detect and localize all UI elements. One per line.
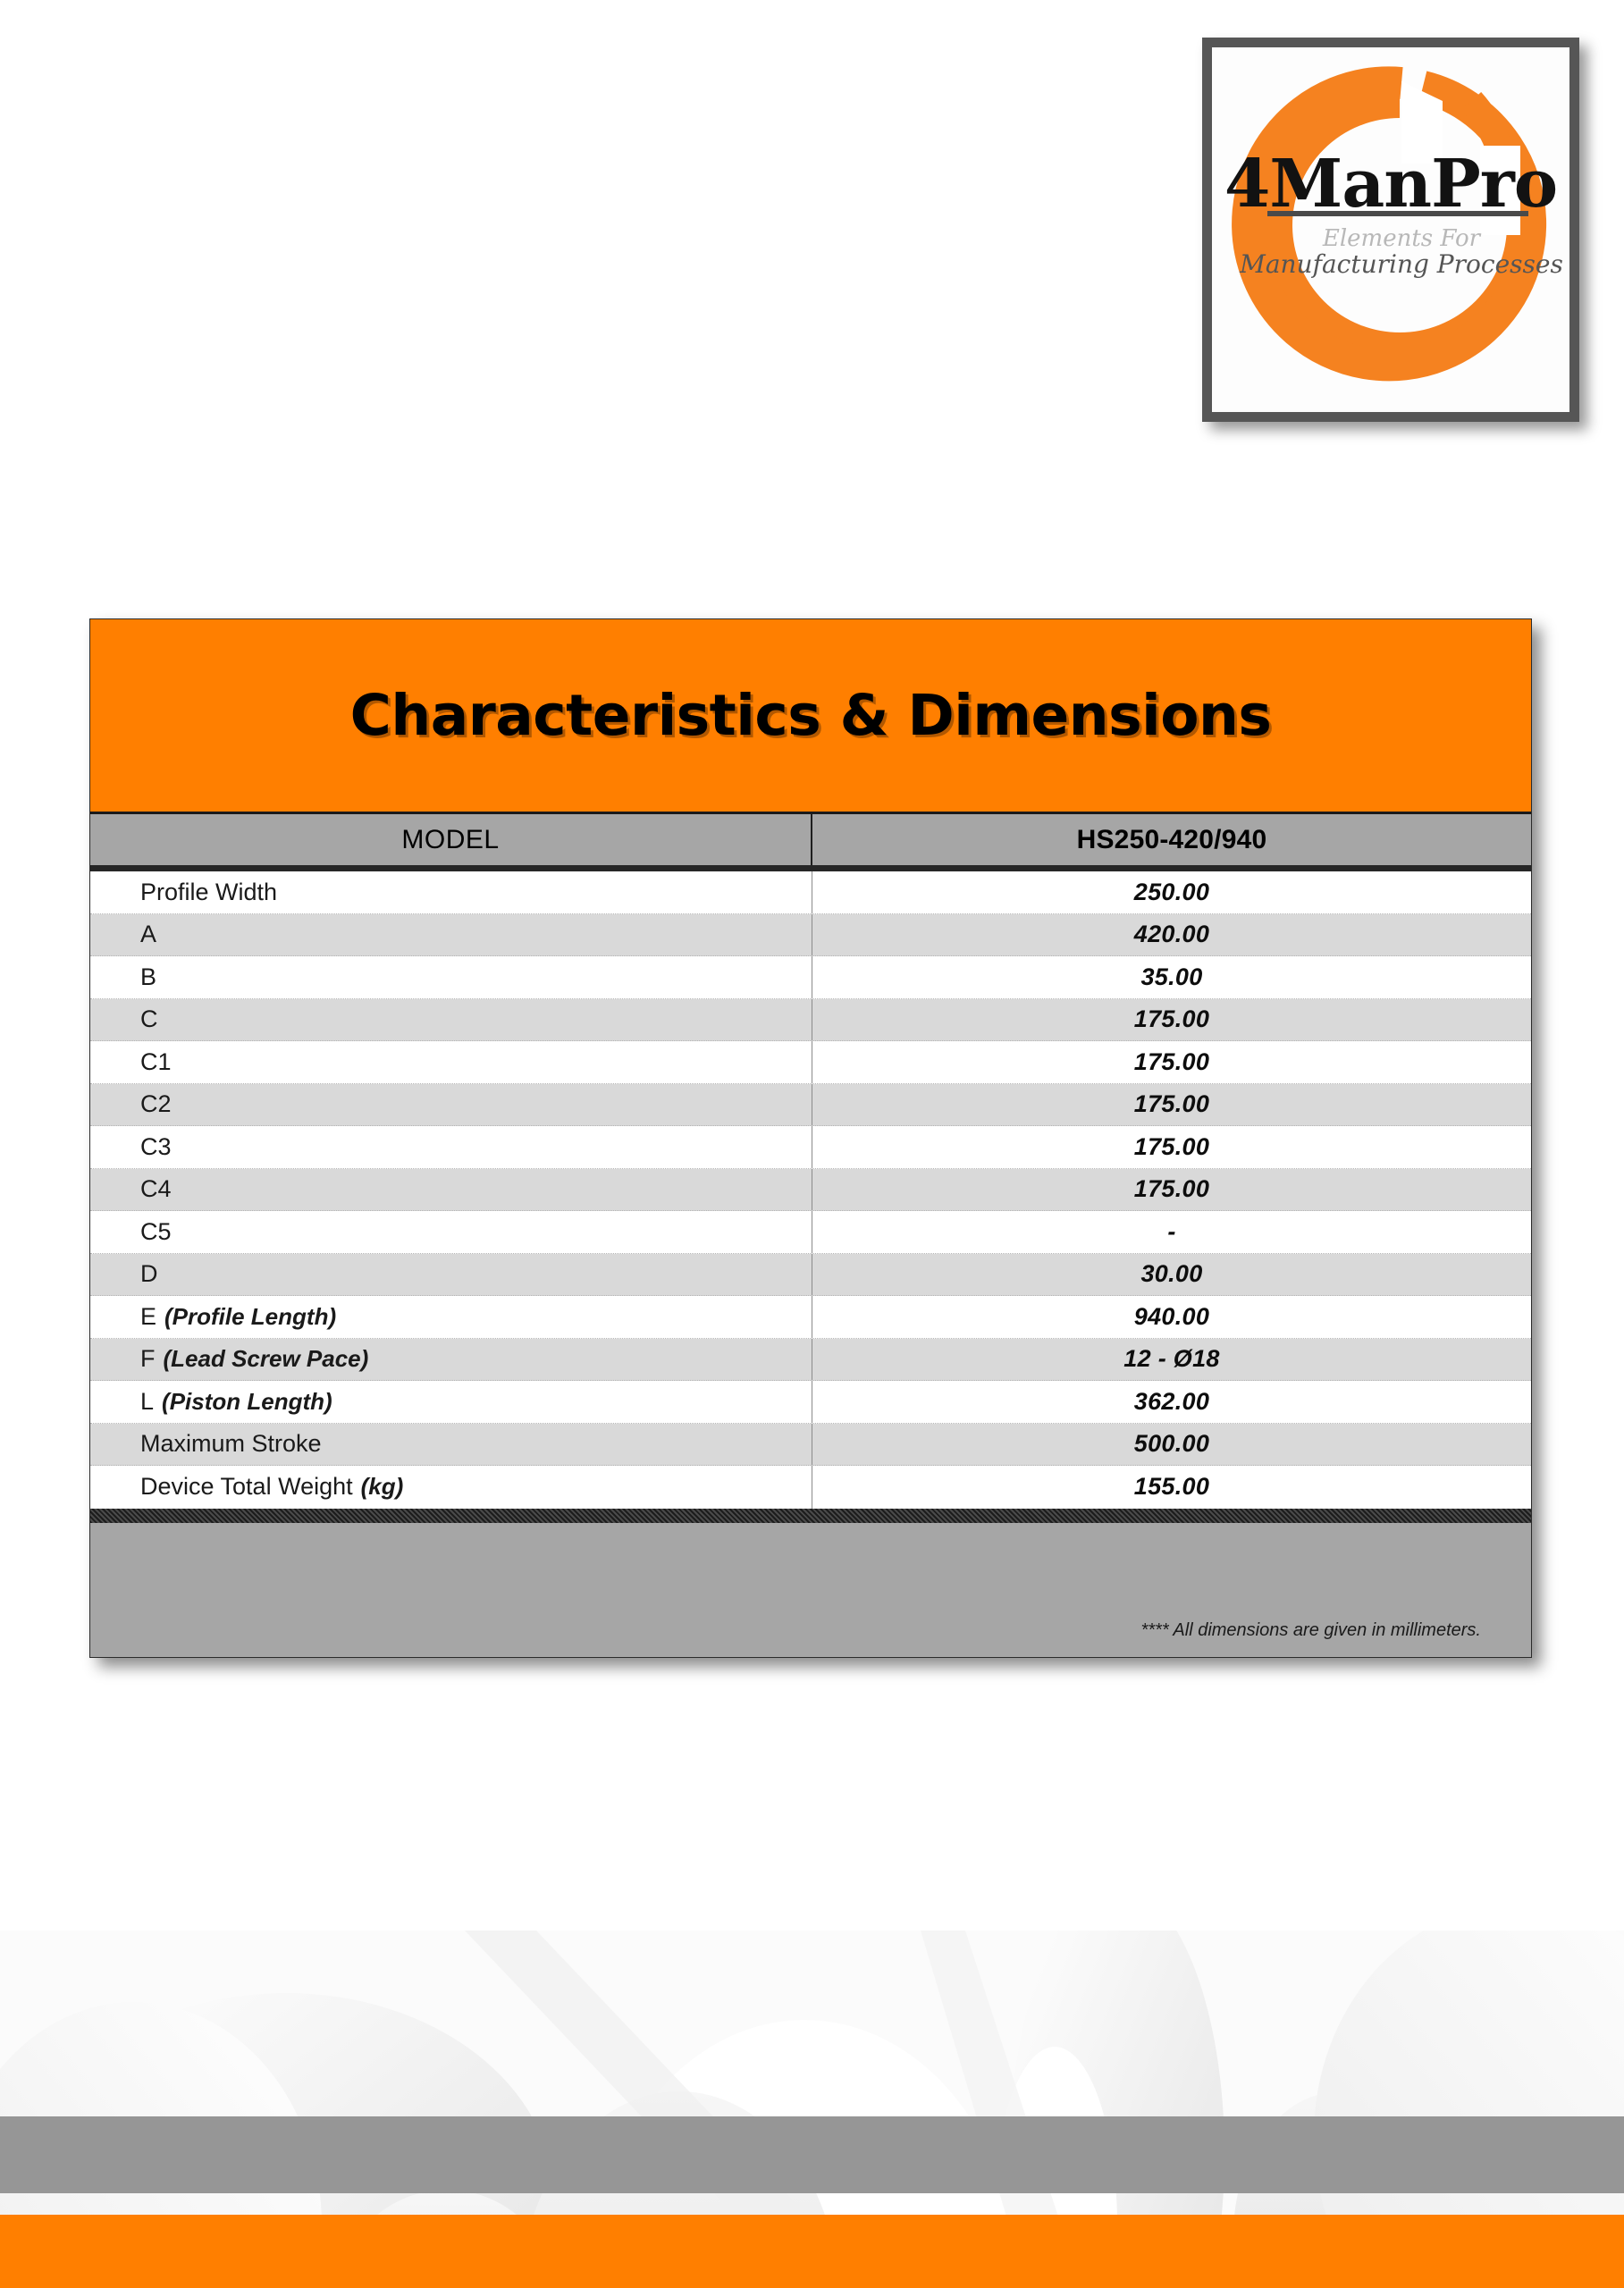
row-label: A	[140, 921, 157, 948]
table-row: Maximum Stroke 500.00	[90, 1423, 1531, 1466]
table-row: Profile Width 250.00	[90, 871, 1531, 914]
row-label: C	[140, 1005, 158, 1033]
row-label-cell: C5	[90, 1211, 812, 1253]
row-label-note: (Piston Length)	[162, 1387, 332, 1415]
row-value-cell: 362.00	[1133, 1387, 1210, 1415]
table-row: C 175.00	[90, 998, 1531, 1041]
row-value-cell: 940.00	[1133, 1302, 1210, 1330]
row-label-cell: Profile Width	[90, 871, 812, 913]
table-row: B 35.00	[90, 956, 1531, 999]
table-body: Profile Width 250.00 A 420.00 B 35.00 C 175.00 C…	[90, 871, 1531, 1509]
row-label-cell: E (Profile Length)	[90, 1296, 812, 1338]
table-row: C3 175.00	[90, 1126, 1531, 1169]
row-label: L	[140, 1387, 155, 1415]
row-label-cell: C1	[90, 1041, 812, 1083]
row-label-cell: F (Lead Screw Pace)	[90, 1338, 812, 1380]
page-title: Characteristics & Dimensions	[349, 683, 1272, 748]
svg-text:Elements For: Elements For	[1322, 225, 1482, 252]
bottom-gray-band	[0, 2116, 1624, 2193]
row-label: B	[140, 963, 157, 990]
card-title-band: Characteristics & Dimensions	[90, 619, 1531, 814]
row-label: C5	[140, 1217, 172, 1245]
table-row: Device Total Weight (kg) 155.00	[90, 1466, 1531, 1509]
row-value-cell: 500.00	[1133, 1430, 1210, 1458]
row-label: C4	[140, 1175, 172, 1203]
column-header-model-value: HS250-420/940	[1076, 824, 1267, 854]
card-footer: **** All dimensions are given in millime…	[90, 1522, 1531, 1657]
row-value-cell: 175.00	[1133, 1132, 1210, 1160]
row-label: E	[140, 1302, 157, 1330]
row-label: D	[140, 1260, 158, 1288]
svg-text:Manufacturing Processes: Manufacturing Processes	[1239, 249, 1563, 279]
row-value-cell: 175.00	[1133, 1005, 1210, 1033]
row-label-note: (kg)	[360, 1473, 404, 1501]
row-label-cell: L (Piston Length)	[90, 1381, 812, 1423]
table-row: F (Lead Screw Pace) 12 - Ø18	[90, 1338, 1531, 1381]
footer-divider	[90, 1508, 1531, 1523]
row-value-cell: 175.00	[1133, 1047, 1210, 1075]
row-label-cell: Maximum Stroke	[90, 1423, 812, 1465]
row-label-cell: C2	[90, 1083, 812, 1125]
row-value-cell: 175.00	[1133, 1175, 1210, 1203]
logo-inner: 4ManPro Elements For Manufacturing Proce…	[1212, 47, 1569, 412]
row-label-note: (Profile Length)	[164, 1302, 337, 1330]
specifications-card: Characteristics & Dimensions MODEL HS250…	[89, 618, 1532, 1658]
table-row: E (Profile Length) 940.00	[90, 1296, 1531, 1339]
table-row: C1 175.00	[90, 1041, 1531, 1084]
row-label: F	[140, 1345, 156, 1373]
table-row: L (Piston Length) 362.00	[90, 1381, 1531, 1424]
row-label: Maximum Stroke	[140, 1430, 322, 1458]
table-row: A 420.00	[90, 913, 1531, 956]
bottom-orange-band	[0, 2215, 1624, 2288]
row-value-cell: 12 - Ø18	[1123, 1345, 1220, 1373]
row-label-cell: A	[90, 913, 812, 955]
row-value-cell: -	[1167, 1217, 1176, 1245]
row-value-cell: 30.00	[1140, 1260, 1203, 1288]
row-label-cell: D	[90, 1253, 812, 1295]
orange-swirl-circle-icon: 4ManPro Elements For Manufacturing Proce…	[1224, 66, 1563, 382]
row-label: C3	[140, 1132, 172, 1160]
svg-text:4ManPro: 4ManPro	[1224, 146, 1557, 223]
row-label: Device Total Weight	[140, 1473, 353, 1501]
row-label-cell: C3	[90, 1126, 812, 1168]
table-header-row: MODEL HS250-420/940	[90, 814, 1531, 871]
row-value-cell: 155.00	[1133, 1473, 1210, 1501]
company-logo: 4ManPro Elements For Manufacturing Proce…	[1202, 38, 1579, 422]
row-label-cell: C4	[90, 1168, 812, 1210]
row-value-cell: 420.00	[1133, 921, 1210, 948]
row-value-cell: 35.00	[1140, 963, 1203, 990]
row-label-cell: Device Total Weight (kg)	[90, 1466, 812, 1509]
row-label: C1	[140, 1047, 172, 1075]
table-row: C4 175.00	[90, 1168, 1531, 1211]
table-row: C5 -	[90, 1211, 1531, 1254]
row-value-cell: 175.00	[1133, 1090, 1210, 1118]
row-label-cell: B	[90, 956, 812, 998]
row-label-cell: C	[90, 998, 812, 1040]
table-row: C2 175.00	[90, 1083, 1531, 1126]
table-row: D 30.00	[90, 1253, 1531, 1296]
column-header-model: MODEL	[90, 814, 812, 865]
row-label: C2	[140, 1090, 172, 1118]
units-note: **** All dimensions are given in millime…	[1140, 1619, 1481, 1640]
row-label-note: (Lead Screw Pace)	[163, 1345, 369, 1373]
row-label: Profile Width	[140, 878, 278, 905]
row-value-cell: 250.00	[1133, 878, 1210, 905]
